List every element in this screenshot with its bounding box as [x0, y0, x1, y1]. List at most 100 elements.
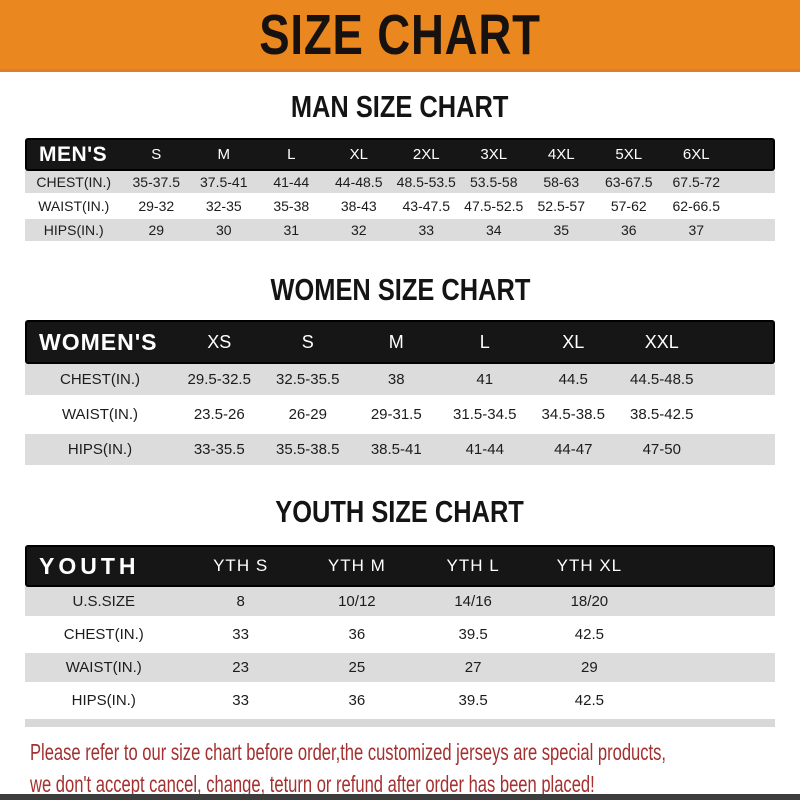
table-row-u-s-size: U.S.SIZE 8 10/12 14/16 18/20: [25, 587, 775, 620]
value-cell: 26-29: [263, 399, 352, 434]
row-label: WAIST(IN.): [25, 653, 183, 686]
column-header-xxl: XXL: [617, 320, 706, 364]
women-size-table-container: WOMEN'S XS S M L XL XXL CHEST(IN.) 29.5-32.5 32.5…: [25, 320, 775, 469]
value-cell: 43-47.5: [392, 195, 460, 219]
table-row-waist-in: WAIST(IN.) 23 25 27 29: [25, 653, 775, 686]
column-header-4xl: 4XL: [527, 138, 595, 171]
column-header-xs: XS: [175, 320, 264, 364]
man-section-title-text: MAN SIZE CHART: [291, 89, 509, 124]
spacer-cell: [730, 138, 775, 171]
value-cell: 31.5-34.5: [440, 399, 529, 434]
table-row-waist-in: WAIST(IN.) 29-32 32-35 35-38 38-43 43-47.5 47.…: [25, 195, 775, 219]
man-section-title: MAN SIZE CHART: [0, 90, 800, 124]
value-cell: 38.5-42.5: [617, 399, 706, 434]
column-header-l: L: [440, 320, 529, 364]
youth-section-title: YOUTH SIZE CHART: [0, 495, 800, 529]
women-size-table: WOMEN'S XS S M L XL XXL CHEST(IN.) 29.5-32.5 32.5…: [25, 320, 775, 469]
youth-size-table: YOUTH YTH S YTH M YTH L YTH XL U.S.SIZE 8 10/12…: [25, 545, 775, 727]
row-label: WAIST(IN.): [25, 195, 123, 219]
value-cell: 33: [392, 219, 460, 243]
value-cell: 41-44: [257, 171, 325, 195]
spacer-cell: [730, 171, 775, 195]
youth-section-title-text: YOUTH SIZE CHART: [275, 494, 525, 529]
value-cell: 30: [190, 219, 258, 243]
column-header-3xl: 3XL: [460, 138, 528, 171]
table-row-chest-in: CHEST(IN.) 35-37.5 37.5-41 41-44 44-48.5 48.5…: [25, 171, 775, 195]
spacer-cell: [706, 364, 775, 399]
value-cell: 10/12: [298, 587, 415, 620]
value-cell: 32-35: [190, 195, 258, 219]
table-row-waist-in: WAIST(IN.) 23.5-26 26-29 29-31.5 31.5-34.5 34…: [25, 399, 775, 434]
value-cell: 27: [415, 653, 532, 686]
table-header-label: WOMEN'S: [25, 320, 175, 364]
value-cell: 37.5-41: [190, 171, 258, 195]
men-size-table: MEN'S S M L XL 2XL 3XL 4XL 5XL 6XL CHEST(IN.) 35-37…: [25, 138, 775, 243]
value-cell: 44-48.5: [325, 171, 393, 195]
value-cell: 39.5: [415, 620, 532, 653]
table-header-label: YOUTH: [25, 545, 183, 587]
column-header-xl: XL: [325, 138, 393, 171]
value-cell: 33: [182, 686, 299, 719]
value-cell: 44-47: [529, 434, 618, 469]
value-cell: 58-63: [527, 171, 595, 195]
value-cell: 33: [182, 620, 299, 653]
value-cell: 23: [182, 653, 299, 686]
row-label: HIPS(IN.): [25, 434, 175, 469]
spacer-cell: [706, 320, 775, 364]
spacer-cell: [647, 545, 775, 587]
value-cell: 36: [298, 620, 415, 653]
row-label: CHEST(IN.): [25, 171, 123, 195]
value-cell: 38-43: [325, 195, 393, 219]
page-title: SIZE CHART: [259, 3, 541, 67]
women-header-row: WOMEN'S XS S M L XL XXL: [25, 320, 775, 364]
column-header-2xl: 2XL: [392, 138, 460, 171]
spacer-cell: [706, 399, 775, 434]
value-cell: 38: [352, 364, 441, 399]
value-cell: 36: [595, 219, 663, 243]
value-cell: 35: [527, 219, 595, 243]
value-cell: 34: [460, 219, 528, 243]
column-header-yth-s: YTH S: [182, 545, 299, 587]
women-section-title-text: WOMEN SIZE CHART: [270, 272, 530, 307]
row-label: U.S.SIZE: [25, 587, 183, 620]
column-header-xl: XL: [529, 320, 618, 364]
youth-size-table-container: YOUTH YTH S YTH M YTH L YTH XL U.S.SIZE 8 10/12…: [25, 545, 775, 727]
value-cell: 35-38: [257, 195, 325, 219]
value-cell: 29-32: [122, 195, 190, 219]
footer-note: Please refer to our size chart before or…: [30, 736, 800, 800]
men-size-table-container: MEN'S S M L XL 2XL 3XL 4XL 5XL 6XL CHEST(IN.) 35-37…: [25, 138, 775, 243]
value-cell: 62-66.5: [662, 195, 730, 219]
value-cell: 48.5-53.5: [392, 171, 460, 195]
spacer-cell: [730, 219, 775, 243]
youth-header-row: YOUTH YTH S YTH M YTH L YTH XL: [25, 545, 775, 587]
table-header-label: MEN'S: [25, 138, 123, 171]
value-cell: 67.5-72: [662, 171, 730, 195]
value-cell: 35.5-38.5: [263, 434, 352, 469]
value-cell: 42.5: [531, 620, 648, 653]
table-row-hips-in: HIPS(IN.) 33-35.5 35.5-38.5 38.5-41 41-44 44-…: [25, 434, 775, 469]
value-cell: 41: [440, 364, 529, 399]
table-row-hips-in: HIPS(IN.) 29 30 31 32 33 34 35 36 37: [25, 219, 775, 243]
value-cell: 29-31.5: [352, 399, 441, 434]
women-section-title: WOMEN SIZE CHART: [0, 273, 800, 307]
footer-line-2: we don't accept cancel, change, teturn o…: [30, 771, 595, 797]
value-cell: 14/16: [415, 587, 532, 620]
table-row-hips-in: HIPS(IN.) 33 36 39.5 42.5: [25, 686, 775, 719]
value-cell: 33-35.5: [175, 434, 264, 469]
spacer-cell: [730, 195, 775, 219]
row-label: CHEST(IN.): [25, 364, 175, 399]
men-header-row: MEN'S S M L XL 2XL 3XL 4XL 5XL 6XL: [25, 138, 775, 171]
value-cell: 8: [182, 587, 299, 620]
spacer-cell: [647, 653, 775, 686]
value-cell: 32: [325, 219, 393, 243]
spacer-cell: [647, 587, 775, 620]
value-cell: 57-62: [595, 195, 663, 219]
value-cell: 42.5: [531, 686, 648, 719]
row-label: HIPS(IN.): [25, 686, 183, 719]
value-cell: 38.5-41: [352, 434, 441, 469]
value-cell: 47.5-52.5: [460, 195, 528, 219]
value-cell: 25: [298, 653, 415, 686]
bottom-strip: [0, 794, 800, 800]
column-header-m: M: [352, 320, 441, 364]
